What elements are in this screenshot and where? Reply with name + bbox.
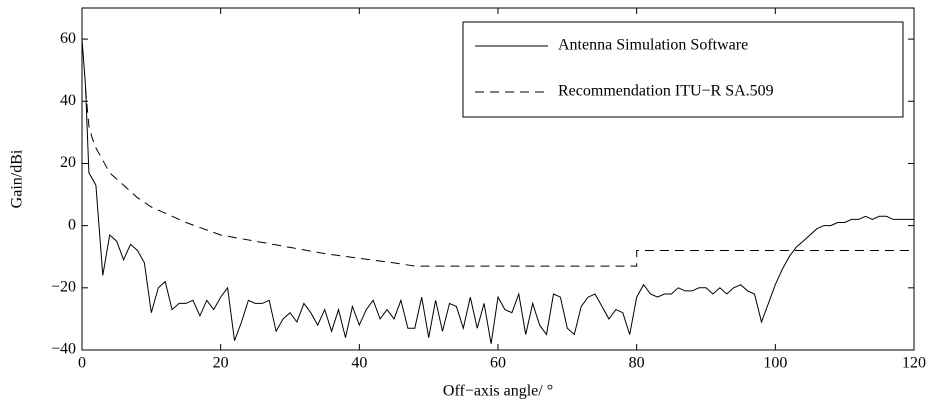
legend-label: Antenna Simulation Software (558, 37, 748, 54)
y-tick-label: 40 (60, 92, 76, 109)
legend-box (462, 21, 904, 118)
y-tick-label: 0 (68, 216, 76, 233)
x-tick-label: 20 (213, 355, 229, 372)
x-tick-label: 60 (490, 355, 506, 372)
x-tick-label: 120 (902, 355, 926, 372)
data-line (81, 39, 914, 344)
x-tick-label: 80 (629, 355, 645, 372)
x-tick-label: 100 (763, 355, 787, 372)
y-tick-label: 20 (60, 154, 76, 171)
y-tick-label: −40 (51, 341, 76, 358)
x-tick-label: 40 (351, 355, 367, 372)
legend-label: Recommendation ITU−R SA.509 (558, 83, 774, 100)
y-tick-label: 60 (60, 30, 76, 47)
x-tick-label: 0 (78, 355, 86, 372)
y-axis-label: Gain/dBi (9, 149, 26, 208)
x-axis-label: Off−axis angle/ ° (443, 383, 553, 400)
y-tick-label: −20 (51, 278, 76, 295)
data-line (85, 88, 914, 267)
